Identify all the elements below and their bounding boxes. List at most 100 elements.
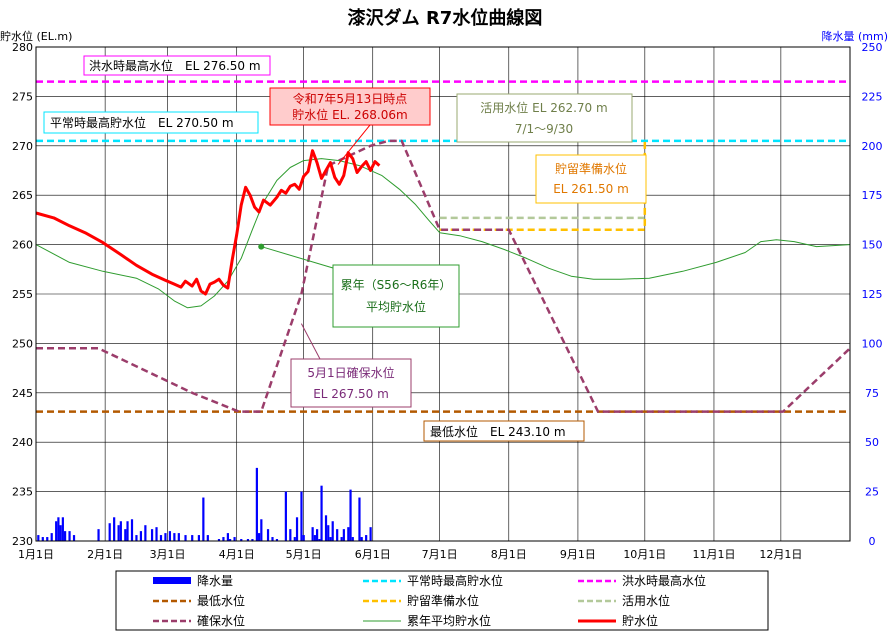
x-tick-label: 1月1日 — [18, 548, 54, 561]
precipitation-bar — [46, 537, 49, 541]
precipitation-bar — [240, 539, 243, 541]
y-tick-left-label: 240 — [12, 436, 33, 449]
precipitation-bar — [126, 521, 129, 541]
precipitation-bar — [139, 531, 143, 541]
precipitation-bar — [72, 535, 76, 541]
precipitation-bar — [117, 525, 120, 541]
legend-item: 確保水位 — [153, 613, 245, 628]
annotation-normal-text: 平常時最高貯水位 EL 270.50 m — [50, 115, 234, 130]
annotation-secure-line1: 5月1日確保水位 — [307, 365, 394, 380]
precipitation-bar — [251, 539, 254, 541]
precipitation-bars — [37, 467, 372, 541]
precipitation-bar — [191, 535, 194, 541]
annotation-secure-line2: EL 267.50 m — [313, 387, 389, 401]
annotation-current-line2: 貯水位 EL. 268.06m — [292, 107, 407, 122]
precipitation-bar — [358, 497, 361, 541]
y-tick-right-label: 25 — [865, 486, 879, 499]
precipitation-bar — [226, 533, 229, 541]
legend-label: 活用水位 — [622, 593, 670, 608]
precipitation-bar — [150, 529, 154, 541]
precipitation-bar — [229, 539, 232, 541]
legend-label: 貯留準備水位 — [407, 593, 479, 608]
annotation-active-line2: 7/1～9/30 — [515, 122, 573, 136]
legend-item: 累年平均貯水位 — [363, 613, 491, 628]
precipitation-bar — [68, 531, 71, 541]
precipitation-bar — [63, 531, 67, 541]
legend-item: 活用水位 — [578, 593, 670, 608]
average-level-line — [35, 158, 851, 309]
y-tick-right-label: 0 — [869, 535, 876, 548]
precipitation-bar — [55, 521, 58, 541]
precipitation-bar — [168, 531, 172, 541]
annotation-prep-line1: 貯留準備水位 — [555, 161, 627, 176]
y-axis-left-ticks: 280 275 270 265 260 255 250 245 240 235 230 — [12, 41, 33, 548]
legend-label: 洪水時最高水位 — [622, 573, 706, 588]
precipitation-bar — [164, 533, 167, 541]
precipitation-bar — [97, 529, 100, 541]
precipitation-bar — [351, 537, 354, 541]
annotation-flood: 洪水時最高水位 EL 276.50 m — [83, 55, 271, 76]
y-tick-right-label: 200 — [862, 140, 883, 153]
precipitation-bar — [202, 497, 205, 541]
x-tick-label: 12月1日 — [759, 548, 802, 561]
annotation-secure: 5月1日確保水位 EL 267.50 m — [290, 358, 412, 408]
precipitation-bar — [119, 521, 122, 541]
x-tick-label: 5月1日 — [286, 548, 322, 561]
precipitation-bar — [222, 537, 225, 541]
y-tick-left-label: 230 — [12, 535, 33, 548]
precipitation-bar — [311, 527, 314, 541]
legend-item: 貯留準備水位 — [363, 593, 479, 608]
y-tick-left-label: 250 — [12, 337, 33, 350]
precipitation-bar — [320, 485, 323, 541]
precipitation-bar — [206, 535, 209, 541]
legend-label: 累年平均貯水位 — [407, 613, 491, 628]
annotation-current-line1: 令和7年5月13日時点 — [293, 91, 408, 106]
precipitation-bar — [295, 517, 299, 541]
precipitation-bar — [159, 535, 163, 541]
precipitation-bar — [258, 533, 261, 541]
legend-item: 洪水時最高水位 — [578, 573, 706, 588]
precipitation-bar — [347, 527, 350, 541]
precipitation-bar — [315, 529, 319, 541]
legend-label: 貯水位 — [622, 613, 658, 628]
annotation-active-line1: 活用水位 EL 262.70 m — [480, 100, 607, 115]
y-axis-left-label: 貯水位 (EL.m) — [0, 29, 72, 43]
precipitation-bar — [124, 529, 127, 541]
precipitation-bar — [37, 535, 40, 541]
precipitation-bar — [342, 529, 345, 541]
precipitation-bar — [50, 533, 53, 541]
legend-item: 平常時最高貯水位 — [363, 573, 503, 588]
legend-label: 最低水位 — [197, 593, 245, 608]
precipitation-bar — [302, 535, 305, 541]
precipitation-bar — [327, 525, 330, 541]
y-tick-left-label: 280 — [12, 41, 33, 54]
precipitation-bar — [217, 539, 221, 541]
annotation-prep-line2: EL 261.50 m — [553, 182, 629, 196]
x-tick-label: 10月1日 — [623, 548, 666, 561]
annotation-average-pointer — [258, 243, 265, 250]
legend-label: 平常時最高貯水位 — [407, 573, 503, 588]
precipitation-bar — [275, 539, 279, 541]
precipitation-bar — [57, 517, 60, 541]
y-axis-right-label: 降水量 (mm) — [821, 29, 888, 43]
current-level-line — [35, 149, 381, 296]
y-tick-left-label: 255 — [12, 288, 33, 301]
precipitation-bar — [59, 525, 62, 541]
y-tick-left-label: 275 — [12, 90, 33, 103]
precipitation-bar — [155, 527, 158, 541]
legend-label: 確保水位 — [197, 613, 245, 628]
y-tick-right-label: 100 — [862, 337, 883, 350]
precipitation-bar — [260, 519, 263, 541]
secure-level-line — [36, 139, 851, 413]
precipitation-bar — [271, 537, 274, 541]
precipitation-bar — [329, 537, 332, 541]
x-tick-label: 7月1日 — [422, 548, 458, 561]
x-tick-label: 6月1日 — [355, 548, 391, 561]
x-tick-label: 2月1日 — [87, 548, 123, 561]
annotation-current-connector — [337, 124, 371, 165]
annotation-min-text: 最低水位 EL 243.10 m — [430, 424, 566, 439]
y-tick-right-label: 125 — [862, 288, 883, 301]
precipitation-bar — [324, 515, 328, 541]
